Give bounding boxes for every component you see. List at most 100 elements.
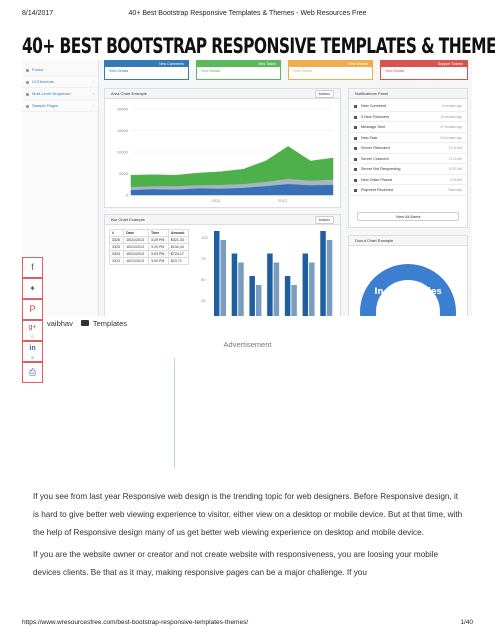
- form-icon: [26, 69, 29, 72]
- notification-label: Message Sent: [361, 125, 386, 129]
- googleplus-icon: g+: [28, 324, 37, 331]
- advertisement-label: Advertisement: [223, 340, 272, 349]
- notification-icon: [354, 126, 357, 129]
- table-cell: 10/21/2013: [123, 243, 149, 251]
- y-tick-label: 15000: [117, 128, 129, 133]
- bar: [220, 240, 226, 316]
- donut-label: In-Store Sales: [374, 287, 442, 297]
- table-cell: 3:00 PM: [147, 257, 169, 265]
- table-row: 3326 10/21/2013 3:29 PM $321.33: [108, 236, 190, 244]
- linkedin-icon: in: [29, 345, 36, 352]
- notification-item: New Order Placed 9:49 AM: [349, 175, 467, 185]
- chevron-icon: ‹: [92, 91, 94, 96]
- panel-heading: Bar Chart Example Actions: [105, 215, 340, 225]
- notifications-panel: Notifications Panel New Comment 4 minutes…: [348, 88, 468, 228]
- bar: [249, 276, 255, 316]
- notification-label: Payment Received: [361, 188, 393, 192]
- donut-value: 30: [402, 298, 414, 307]
- googleplus-share-button[interactable]: g+ 0: [22, 320, 43, 341]
- table-header: Amount: [167, 229, 190, 237]
- y-tick-label: 100: [201, 235, 208, 240]
- bar: [291, 285, 297, 316]
- notification-time: 4 minutes ago: [441, 104, 462, 108]
- files-icon: [26, 105, 29, 108]
- notification-label: New Order Placed: [361, 177, 393, 182]
- chevron-icon: ‹: [92, 103, 94, 108]
- pinterest-icon: P: [29, 304, 36, 314]
- print-footer: https://www.wresourcesfree.com/best-boot…: [22, 619, 473, 626]
- notification-time: 43 minutes ago: [440, 135, 462, 140]
- table-cell: 3:29 PM: [147, 236, 169, 244]
- pinterest-share-button[interactable]: P: [22, 299, 43, 320]
- sidebar-item: UI Elements ‹: [22, 76, 98, 88]
- bar: [231, 253, 238, 316]
- table-cell: 3324: [108, 250, 125, 258]
- notification-item: 3 New Followers 12 minutes ago: [349, 112, 467, 122]
- transactions-table: # Date Time Amount 3326 10/21/2013 3:29 PM $32…: [108, 229, 190, 265]
- print-date: 8/14/2017: [22, 10, 54, 17]
- donut-slice: [360, 264, 456, 316]
- print-header: 8/14/2017 40+ Best Bootstrap Responsive …: [22, 10, 473, 20]
- bar: [273, 262, 280, 316]
- print-icon: ⎙: [28, 367, 37, 377]
- y-tick-label: 50: [201, 277, 206, 282]
- notification-time: 9:49 AM: [450, 177, 462, 182]
- top-card: Support Tickets! View Details: [380, 60, 468, 80]
- notification-icon: [354, 147, 357, 150]
- sitemap-icon: [26, 93, 29, 96]
- page-number: 1/40: [460, 619, 473, 626]
- notification-icon: [354, 189, 357, 192]
- article-body: If you see from last year Responsive web…: [33, 488, 463, 586]
- notification-icon: [354, 115, 357, 119]
- notification-time: Yesterday: [447, 188, 462, 192]
- top-card: New Tasks! View Details: [196, 60, 281, 80]
- wrench-icon: [26, 81, 29, 84]
- top-card: New Orders! View Details: [288, 60, 373, 80]
- notification-time: 27 minutes ago: [440, 125, 462, 129]
- notification-icon: [354, 178, 357, 182]
- notification-item: New Task 43 minutes ago: [349, 133, 467, 143]
- y-tick-label: 20000: [117, 107, 129, 112]
- table-cell: $23.71: [167, 257, 190, 265]
- bar: [309, 262, 315, 316]
- bar: [214, 231, 220, 316]
- category-link[interactable]: Templates: [92, 319, 128, 328]
- twitter-share-button[interactable]: ✦: [22, 278, 43, 299]
- sidebar-item: Forms: [22, 64, 98, 76]
- notification-time: 10:57 AM: [448, 167, 462, 171]
- bar-chart-panel: Bar Chart Example Actions # Date Time Amoun…: [104, 214, 341, 316]
- bar: [238, 262, 244, 316]
- sidebar-item: Sample Pages ‹: [22, 100, 98, 112]
- actions-dropdown: Actions: [314, 216, 334, 224]
- notification-item: Server Not Responding 10:57 AM: [349, 164, 467, 175]
- bar: [255, 285, 262, 316]
- donut-chart-panel: Donut Chart Example In-Store Sales 30: [348, 235, 468, 316]
- notification-icon: [354, 157, 357, 161]
- table-cell: $321.33: [167, 236, 190, 244]
- bar: [320, 231, 326, 316]
- notification-item: Server Crashed! 11:13 AM: [349, 154, 467, 164]
- table-header: #: [108, 229, 125, 237]
- notification-item: New Comment 4 minutes ago: [349, 101, 467, 112]
- panel-heading: Area Chart Example Actions: [105, 89, 340, 99]
- transactions-table-wrap: # Date Time Amount 3326 10/21/2013 3:29 PM $32…: [108, 229, 190, 265]
- area-chart: 20000 15000 10000 5000 0 2011 2012: [117, 107, 334, 203]
- print-button[interactable]: ⎙: [22, 362, 43, 383]
- facebook-share-button[interactable]: f: [22, 257, 43, 278]
- bar: [326, 240, 333, 316]
- bar: [302, 253, 309, 316]
- share-count: 0: [31, 355, 34, 360]
- sidebar-item: Multi-Level Dropdown ‹: [22, 88, 98, 100]
- author-link[interactable]: vaibhav: [47, 319, 73, 328]
- notification-icon: [354, 168, 357, 171]
- panel-heading: Donut Chart Example: [349, 236, 467, 246]
- share-count: 0: [31, 334, 34, 339]
- table-row: 3323 10/21/2013 3:00 PM $23.71: [108, 257, 190, 265]
- notification-icon: [354, 136, 357, 140]
- notification-label: Server Not Responding: [361, 167, 401, 171]
- table-header: Time: [147, 229, 169, 237]
- table-cell: 3323: [108, 257, 125, 265]
- table-header: Date: [123, 229, 149, 237]
- notification-label: 3 New Followers: [361, 114, 390, 119]
- linkedin-share-button[interactable]: in 0: [22, 341, 43, 362]
